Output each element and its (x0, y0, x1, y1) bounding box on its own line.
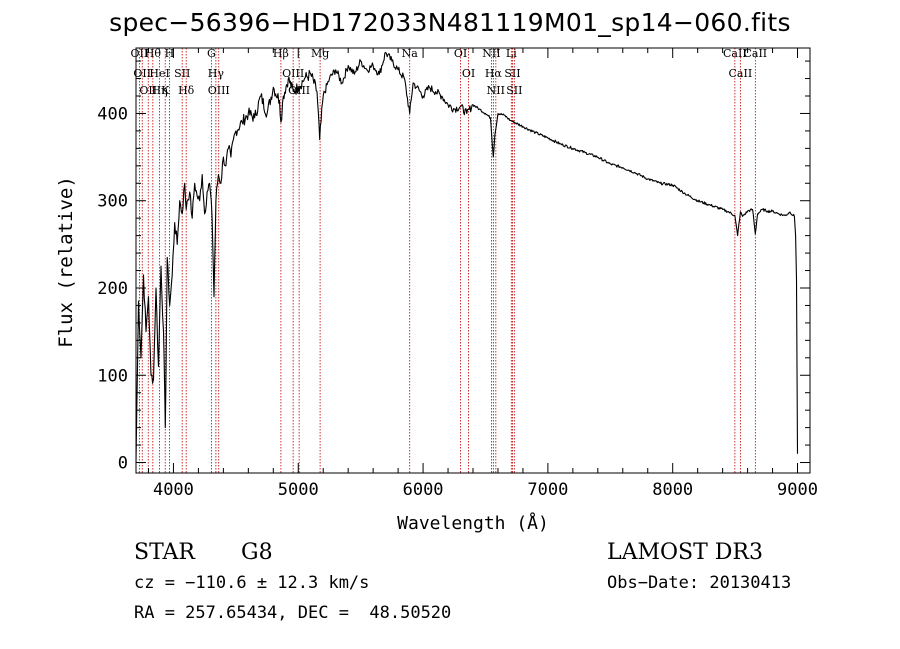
line-label: HeI (149, 67, 169, 80)
line-label: SII (506, 84, 522, 97)
line-label: Hγ (208, 67, 225, 80)
y-tick-label: 0 (118, 454, 128, 474)
line-label: OIII (208, 84, 230, 97)
line-label: Hδ (178, 84, 195, 97)
x-tick-label: 8000 (652, 480, 693, 500)
line-label: OII (133, 67, 151, 80)
chart-title: spec−56396−HD172033N481119M01_sp14−060.f… (109, 8, 791, 37)
line-label: Hη (151, 84, 167, 97)
spectrum-line (135, 51, 799, 463)
line-label: K (161, 84, 170, 97)
line-label: NII (482, 47, 500, 60)
line-label: CaII (743, 47, 767, 60)
line-label: Hβ (273, 47, 289, 60)
coordinates: RA = 257.65434, DEC = 48.50520 (134, 603, 452, 623)
x-axis-label: Wavelength (Å) (397, 512, 549, 534)
line-label: SII (504, 67, 520, 80)
x-tick-label: 6000 (403, 480, 444, 500)
line-label: OI (462, 67, 475, 80)
line-label: OII (139, 84, 157, 97)
x-tick-label: 9000 (777, 480, 818, 500)
spectral-line-markers (138, 48, 756, 473)
line-label: G (207, 47, 216, 60)
y-axis: 0 100 200 300 400 (97, 60, 810, 474)
line-label: CaII (723, 47, 747, 60)
survey-name: LAMOST DR3 (607, 540, 763, 565)
line-label: SII (174, 67, 190, 80)
line-label: Hα (485, 67, 503, 80)
line-label: OI (454, 47, 467, 60)
object-subclass: G8 (241, 540, 273, 565)
line-label: Mg (311, 47, 329, 60)
y-tick-label: 400 (97, 104, 128, 124)
x-tick-label: 5000 (278, 480, 319, 500)
line-label: Hθ (145, 47, 162, 60)
spectral-line-labels: OIIOIIOIIHθHeIHηKHSIIHδGHγOIIIHβOIIIOIII… (131, 47, 768, 97)
y-tick-label: 100 (97, 366, 128, 386)
plot-frame (135, 47, 811, 474)
line-label: Na (402, 47, 419, 60)
line-label: OII (131, 47, 149, 60)
x-axis: 4000 5000 6000 7000 8000 9000 (147, 48, 818, 500)
y-tick-label: 200 (97, 279, 128, 299)
object-class: STAR (134, 540, 195, 565)
line-label: H (165, 47, 175, 60)
x-tick-label: 7000 (527, 480, 568, 500)
line-label: NII (487, 84, 505, 97)
line-label: Li (506, 47, 517, 60)
y-axis-label: Flux (relative) (55, 176, 77, 348)
x-tick-label: 4000 (153, 480, 194, 500)
line-label: OIII (282, 67, 304, 80)
redshift-velocity: cz = −110.6 ± 12.3 km/s (134, 573, 370, 593)
y-tick-label: 300 (97, 192, 128, 212)
line-label: CaII (729, 67, 753, 80)
observation-date: Obs−Date: 20130413 (607, 573, 792, 593)
